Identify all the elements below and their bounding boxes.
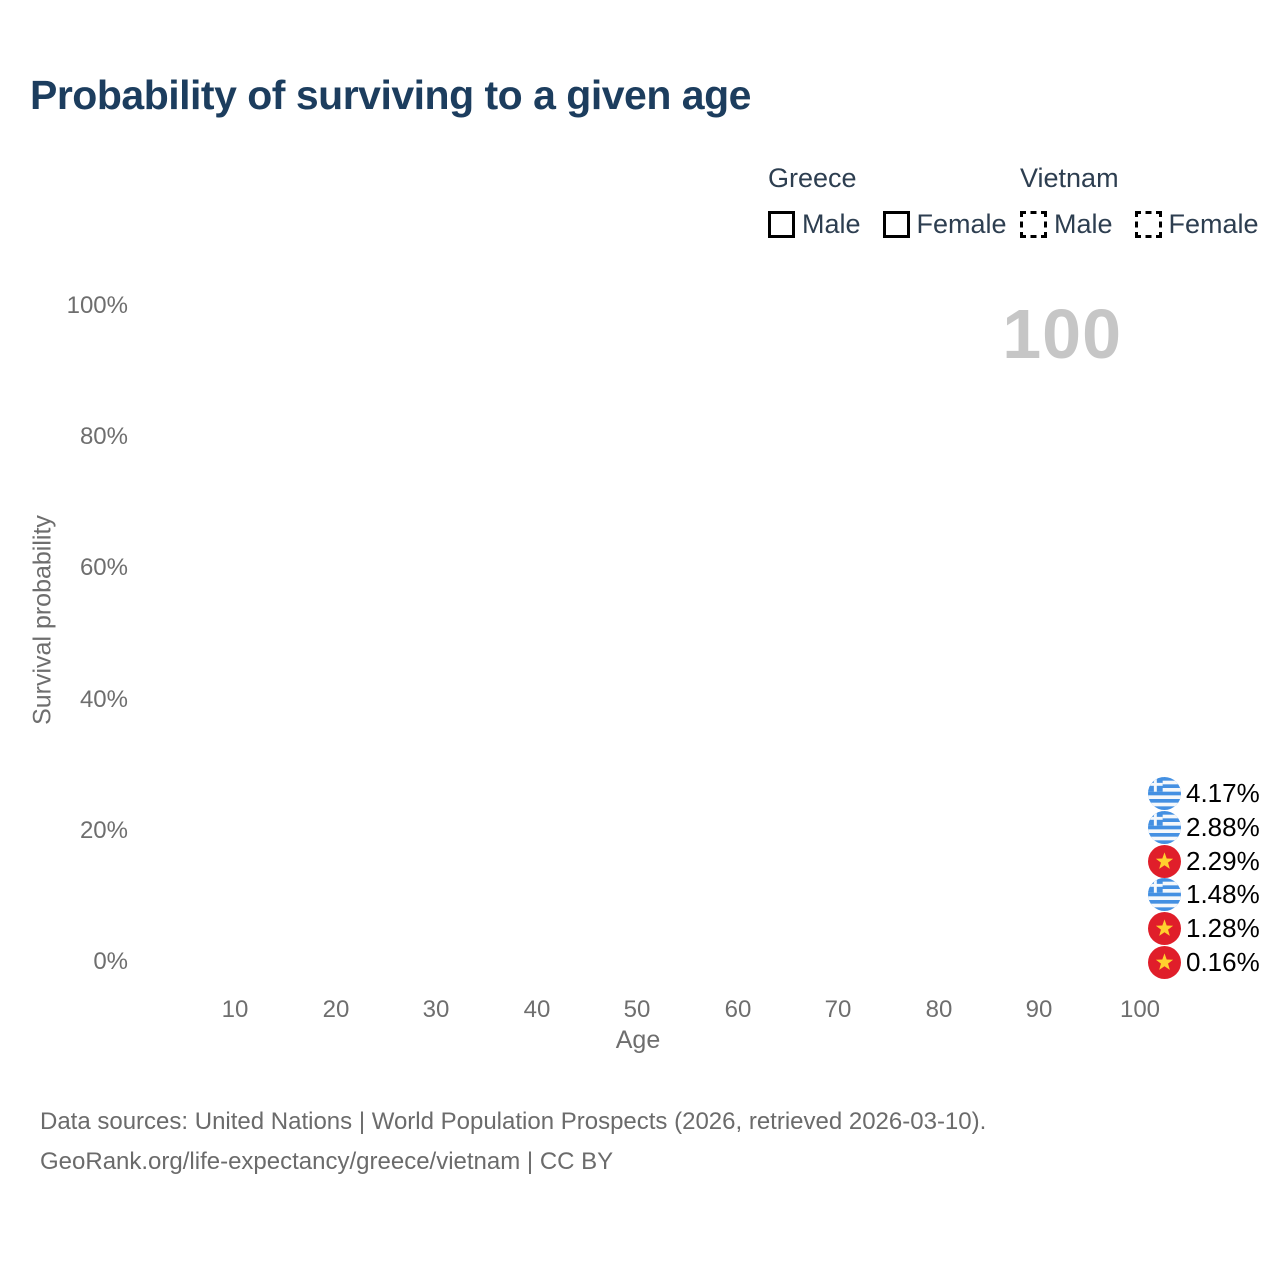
y-axis-label: Survival probability: [28, 515, 57, 725]
end-label-row: 2.29%: [1148, 844, 1260, 878]
y-tick-40: 40%: [79, 686, 128, 713]
end-label-row: 4.17%: [1148, 776, 1260, 810]
x-tick-20: 20: [322, 996, 350, 1023]
vietnam-flag-icon: [1148, 945, 1181, 979]
end-label-row: 2.88%: [1148, 810, 1260, 844]
end-label-value: 1.28%: [1186, 912, 1260, 943]
y-tick-0: 0%: [93, 948, 128, 975]
legend-country-label: Vietnam: [1020, 163, 1119, 193]
greece-flag-icon: [1148, 776, 1181, 810]
legend-label-greece-female[interactable]: Female: [916, 209, 1007, 239]
y-tick-80: 80%: [79, 423, 128, 450]
legend-country-greece[interactable]: Greece: [768, 163, 1029, 201]
data-sources-line: Data sources: United Nations | World Pop…: [40, 1108, 987, 1135]
x-tick-30: 30: [422, 996, 450, 1023]
legend-country-vietnam[interactable]: Vietnam: [1020, 163, 1280, 201]
legend-swatch-greece-male[interactable]: [768, 211, 795, 238]
legend-group-greece: Greece Male Female: [768, 163, 1029, 240]
vietnam-dashed-line-swatch: [1020, 197, 1280, 201]
legend-country-label: Greece: [768, 163, 857, 193]
end-label-value: 0.16%: [1186, 946, 1260, 977]
attribution-line: GeoRank.org/life-expectancy/greece/vietn…: [40, 1148, 614, 1175]
legend-group-vietnam: Vietnam Male Female: [1020, 163, 1280, 240]
legend-swatch-vietnam-male[interactable]: [1020, 211, 1047, 238]
end-label-row: 0.16%: [1148, 945, 1260, 979]
chart-title: Probability of surviving to a given age: [30, 72, 751, 118]
legend-swatch-greece-female[interactable]: [882, 211, 910, 238]
end-label-row: 1.28%: [1148, 911, 1260, 945]
legend-label-greece-male[interactable]: Male: [802, 209, 861, 239]
y-tick-20: 20%: [79, 817, 128, 844]
x-tick-90: 90: [1025, 996, 1053, 1023]
y-tick-60: 60%: [79, 554, 128, 581]
greece-flag-icon: [1148, 877, 1181, 911]
x-tick-50: 50: [623, 996, 651, 1023]
legend-swatch-vietnam-female[interactable]: [1134, 211, 1162, 238]
end-label-value: 4.17%: [1186, 777, 1260, 808]
end-label-value: 2.88%: [1186, 811, 1260, 842]
x-axis-label: Age: [615, 1026, 661, 1054]
legend-label-vietnam-male[interactable]: Male: [1054, 209, 1113, 239]
y-tick-100: 100%: [66, 292, 128, 319]
end-label-value: 1.48%: [1186, 878, 1260, 909]
x-tick-100: 100: [1119, 996, 1161, 1023]
end-label-row: 1.48%: [1148, 877, 1260, 911]
x-tick-80: 80: [925, 996, 953, 1023]
x-tick-70: 70: [824, 996, 852, 1023]
vietnam-flag-icon: [1148, 911, 1181, 945]
x-tick-10: 10: [221, 996, 249, 1023]
x-tick-40: 40: [523, 996, 551, 1023]
vietnam-flag-icon: [1148, 844, 1181, 878]
x-tick-60: 60: [724, 996, 752, 1023]
end-label-value: 2.29%: [1186, 845, 1260, 876]
hovered-age-watermark: 100: [1002, 295, 1122, 373]
legend-label-vietnam-female[interactable]: Female: [1168, 209, 1259, 239]
greece-solid-line-swatch: [768, 197, 1029, 201]
greece-flag-icon: [1148, 810, 1181, 844]
